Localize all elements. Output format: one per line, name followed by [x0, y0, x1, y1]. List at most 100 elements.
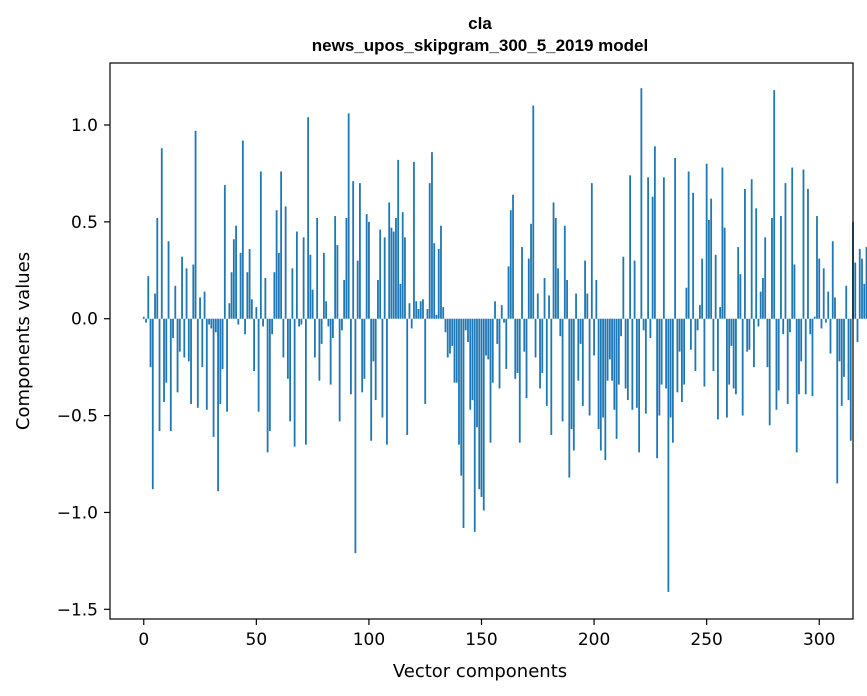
bar-62: [282, 318, 285, 358]
bar-212: [620, 318, 622, 337]
y-tick-label: −0.5: [57, 407, 98, 427]
bar-132: [440, 225, 442, 319]
bar-135: [446, 318, 449, 358]
bar-294: [804, 318, 807, 395]
bar-226: [651, 196, 654, 319]
bar-60: [277, 252, 280, 319]
bar-203: [599, 318, 602, 451]
bar-139: [455, 318, 458, 383]
bar-187: [563, 225, 566, 319]
bars-group: [142, 88, 867, 592]
bar-269: [748, 318, 751, 350]
bar-295: [807, 188, 809, 319]
bar-191: [572, 318, 575, 451]
bar-282: [777, 318, 780, 391]
bar-249: [703, 318, 706, 387]
bar-225: [649, 318, 652, 339]
bar-318: [858, 248, 861, 319]
bar-73: [307, 117, 310, 319]
bar-20: [187, 318, 190, 362]
bar-160: [503, 318, 505, 323]
bar-299: [816, 216, 818, 319]
y-tick-label: −1.0: [57, 503, 98, 523]
bar-110: [390, 227, 393, 319]
bar-31: [212, 318, 215, 437]
bar-165: [514, 318, 517, 379]
bar-113: [397, 159, 400, 319]
bar-293: [802, 169, 805, 319]
bar-285: [784, 183, 787, 319]
bar-123: [419, 301, 422, 319]
bar-179: [545, 318, 548, 406]
bar-259: [726, 318, 728, 418]
bar-36: [223, 185, 226, 319]
bar-300: [818, 258, 821, 319]
bar-81: [325, 301, 328, 319]
bar-32: [214, 318, 217, 333]
bar-214: [624, 318, 627, 389]
x-tick-label: 300: [803, 630, 835, 650]
bar-168: [521, 247, 523, 319]
bar-143: [464, 318, 467, 331]
bar-201: [595, 279, 598, 319]
bar-40: [232, 239, 235, 319]
bar-262: [732, 318, 735, 389]
bar-56: [268, 318, 271, 432]
bar-45: [244, 318, 246, 335]
bar-258: [723, 227, 726, 319]
bar-146: [471, 318, 474, 401]
bar-42: [237, 318, 240, 325]
bar-169: [523, 318, 526, 352]
bar-119: [410, 318, 413, 329]
y-tick-label: 1.0: [71, 116, 98, 136]
bar-255: [717, 318, 719, 420]
bar-134: [444, 318, 447, 333]
bar-221: [640, 88, 643, 319]
bar-207: [608, 318, 611, 360]
bar-287: [789, 318, 791, 333]
bar-138: [453, 318, 456, 383]
bar-237: [676, 318, 679, 393]
bar-122: [417, 309, 420, 319]
bar-296: [809, 318, 812, 335]
bar-43: [239, 252, 242, 319]
bar-166: [516, 318, 519, 373]
bar-12: [169, 318, 172, 432]
bar-244: [692, 192, 695, 319]
bar-241: [685, 287, 688, 319]
bar-85: [334, 216, 337, 319]
bar-183: [554, 217, 557, 319]
bar-130: [435, 314, 438, 319]
bar-145: [469, 318, 472, 410]
bar-0: [142, 316, 145, 319]
bar-55: [266, 318, 269, 453]
chart-title-line1: cla: [468, 14, 492, 33]
bar-270: [750, 179, 753, 319]
bar-194: [579, 318, 582, 344]
bar-39: [230, 272, 233, 319]
bar-50: [255, 307, 258, 319]
bar-79: [320, 318, 323, 344]
bar-69: [298, 318, 301, 327]
bar-210: [615, 318, 618, 439]
bar-140: [458, 318, 460, 445]
bar-142: [462, 318, 465, 528]
bar-133: [442, 307, 445, 319]
bar-234: [669, 318, 672, 418]
bar-19: [185, 268, 188, 319]
bar-220: [638, 318, 641, 453]
bar-77: [316, 217, 319, 319]
bar-189: [568, 318, 571, 478]
bar-97: [361, 318, 364, 393]
bar-91: [347, 113, 350, 319]
bar-54: [264, 278, 267, 319]
bar-242: [687, 171, 690, 319]
bar-149: [478, 318, 481, 490]
bar-206: [606, 318, 609, 381]
bar-251: [708, 219, 710, 319]
bar-273: [757, 318, 760, 327]
bar-93: [352, 181, 355, 319]
bar-75: [311, 289, 314, 319]
bar-292: [800, 318, 803, 362]
bar-11: [167, 241, 170, 319]
